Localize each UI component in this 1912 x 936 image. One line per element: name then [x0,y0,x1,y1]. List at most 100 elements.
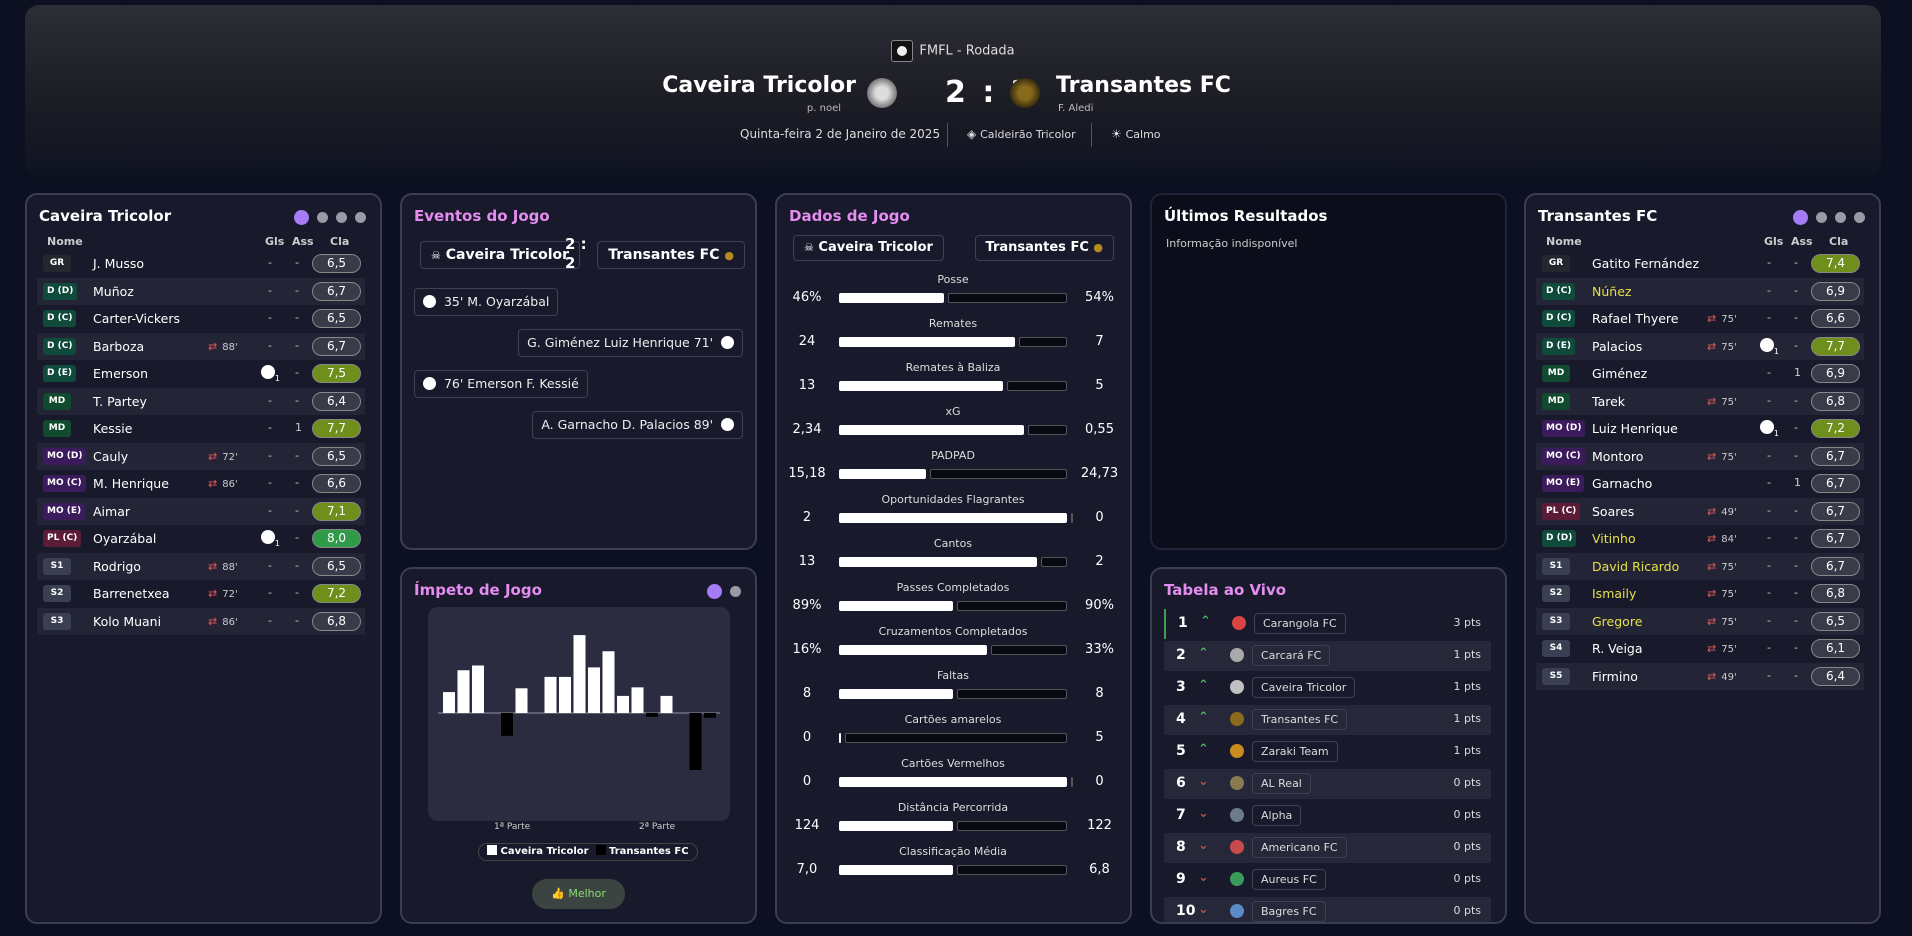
away-team-name[interactable]: Transantes FC [1056,73,1231,98]
table-row[interactable]: 10 ⌄ Bagres FC 0 pts [1164,897,1491,922]
page-dot[interactable] [1835,212,1846,223]
player-name[interactable]: T. Partey [93,393,147,409]
table-row[interactable]: 9 ⌄ Aureus FC 0 pts [1164,865,1491,895]
player-name[interactable]: Vitinho [1592,531,1636,546]
table-team-name[interactable]: AL Real [1252,773,1311,794]
page-dot[interactable] [294,210,309,225]
col-header-cla[interactable]: Cla [1829,235,1849,248]
col-header-cla[interactable]: Cla [330,235,350,248]
player-row[interactable]: S3 Kolo Muani ⇄ 86' - -6,8 [37,607,365,635]
col-header-name[interactable]: Nome [1546,235,1582,248]
event-goal[interactable]: 76' Emerson F. Kessié [414,370,588,398]
player-name[interactable]: Palacios [1592,338,1643,354]
table-row[interactable]: 1 ⌃ Carangola FC 3 pts [1164,609,1491,639]
player-row[interactable]: GR Gatito Fernández - -7,4 [1536,250,1864,277]
table-team-name[interactable]: Carangola FC [1254,613,1346,634]
player-row[interactable]: D (C) Núñez - -6,9 [1536,277,1864,305]
table-team-name[interactable]: Transantes FC [1252,709,1348,730]
table-row[interactable]: 5 ⌃ Zaraki Team 1 pts [1164,737,1491,767]
page-dots[interactable] [286,208,366,227]
player-name[interactable]: Gatito Fernández [1592,256,1700,271]
player-row[interactable]: GR J. Musso - -6,5 [37,250,365,277]
player-name[interactable]: Kolo Muani [93,613,162,629]
events-home-team[interactable]: ☠ Caveira Tricolor [420,241,581,269]
page-dots[interactable] [699,582,741,601]
page-dot[interactable] [1816,212,1827,223]
table-row[interactable]: 4 ⌃ Transantes FC 1 pts [1164,705,1491,735]
player-name[interactable]: Barboza [93,338,145,354]
player-name[interactable]: Gregore [1592,613,1643,629]
player-row[interactable]: MO (C) M. Henrique ⇄ 86' - -6,6 [37,470,365,497]
player-row[interactable]: MD T. Partey - -6,4 [37,387,365,415]
player-name[interactable]: Firmino [1592,668,1638,684]
table-team-name[interactable]: Zaraki Team [1252,741,1338,762]
player-row[interactable]: MO (D) Luiz Henrique -7,2 [1536,415,1864,442]
player-row[interactable]: MD Kessie - 1 7,7 [37,415,365,442]
stats-away-team[interactable]: Transantes FC ● [974,235,1114,261]
player-row[interactable]: D (D) Vitinho ⇄ 84' - -6,7 [1536,525,1864,552]
player-name[interactable]: J. Musso [93,256,145,271]
player-name[interactable]: Aimar [93,503,130,519]
table-row[interactable]: 6 ⌄ AL Real 0 pts [1164,769,1491,799]
col-header-name[interactable]: Nome [47,235,83,248]
table-team-name[interactable]: Aureus FC [1252,869,1326,890]
player-name[interactable]: Tarek [1592,393,1626,409]
table-row[interactable]: 8 ⌄ Americano FC 0 pts [1164,833,1491,863]
table-row[interactable]: 7 ⌄ Alpha 0 pts [1164,801,1491,831]
page-dot[interactable] [730,586,741,597]
player-name[interactable]: Emerson [93,366,148,381]
col-header-gls[interactable]: Gls [265,235,285,248]
player-row[interactable]: MO (C) Montoro ⇄ 75' - -6,7 [1536,442,1864,470]
player-name[interactable]: Ismaily [1592,586,1637,601]
player-row[interactable]: MD Tarek ⇄ 75' - -6,8 [1536,387,1864,415]
table-team-name[interactable]: Bagres FC [1252,901,1326,922]
player-row[interactable]: PL (C) Soares ⇄ 49' - -6,7 [1536,497,1864,525]
player-name[interactable]: Soares [1592,503,1635,519]
player-name[interactable]: Oyarzábal [93,531,157,546]
player-row[interactable]: MD Giménez - 1 6,9 [1536,360,1864,387]
player-row[interactable]: PL (C) Oyarzábal -8,0 [37,525,365,552]
col-header-gls[interactable]: Gls [1764,235,1784,248]
table-row[interactable]: 3 ⌃ Caveira Tricolor 1 pts [1164,673,1491,703]
col-header-ass[interactable]: Ass [1791,235,1813,248]
player-row[interactable]: MO (D) Cauly ⇄ 72' - -6,5 [37,442,365,470]
page-dot[interactable] [1793,210,1808,225]
events-away-team[interactable]: Transantes FC ● [597,241,745,269]
player-name[interactable]: Núñez [1592,283,1632,299]
player-row[interactable]: MO (E) Aimar - -7,1 [37,497,365,525]
player-name[interactable]: Giménez [1592,366,1648,381]
table-team-name[interactable]: Caveira Tricolor [1252,677,1356,698]
table-team-name[interactable]: Alpha [1252,805,1302,826]
page-dot[interactable] [336,212,347,223]
player-row[interactable]: D (E) Palacios ⇄75' -7,7 [1536,332,1864,360]
player-row[interactable]: D (D) Muñoz - -6,7 [37,277,365,305]
player-row[interactable]: D (C) Barboza ⇄ 88' - -6,7 [37,332,365,360]
player-name[interactable]: M. Henrique [93,476,169,491]
player-name[interactable]: Rodrigo [93,558,141,574]
player-name[interactable]: Barrenetxea [93,586,170,601]
player-row[interactable]: S1 David Ricardo ⇄ 75' - -6,7 [1536,552,1864,580]
page-dots[interactable] [1785,208,1865,227]
player-name[interactable]: Montoro [1592,448,1644,464]
page-dot[interactable] [707,584,722,599]
player-name[interactable]: Luiz Henrique [1592,421,1678,436]
home-team-name[interactable]: Caveira Tricolor [662,73,856,98]
col-header-ass[interactable]: Ass [292,235,314,248]
player-name[interactable]: Muñoz [93,283,134,299]
event-goal[interactable]: 35' M. Oyarzábal [414,288,559,316]
event-goal[interactable]: G. Giménez Luiz Henrique 71' [518,329,743,357]
page-dot[interactable] [1854,212,1865,223]
player-row[interactable]: S4 R. Veiga ⇄ 75' - -6,1 [1536,635,1864,662]
table-team-name[interactable]: Carcará FC [1252,645,1331,666]
player-name[interactable]: Kessie [93,421,133,436]
player-row[interactable]: S1 Rodrigo ⇄ 88' - -6,5 [37,552,365,580]
best-button[interactable]: 👍 Melhor [532,879,625,909]
page-dot[interactable] [355,212,366,223]
player-row[interactable]: D (C) Rafael Thyere ⇄ 75' - -6,6 [1536,305,1864,332]
player-row[interactable]: S5 Firmino ⇄ 49' - -6,4 [1536,662,1864,690]
player-row[interactable]: S2 Barrenetxea ⇄ 72' - -7,2 [37,580,365,607]
player-name[interactable]: Cauly [93,448,129,464]
player-row[interactable]: MO (E) Garnacho - 1 6,7 [1536,470,1864,497]
table-row[interactable]: 2 ⌃ Carcará FC 1 pts [1164,641,1491,671]
player-name[interactable]: Rafael Thyere [1592,311,1679,326]
